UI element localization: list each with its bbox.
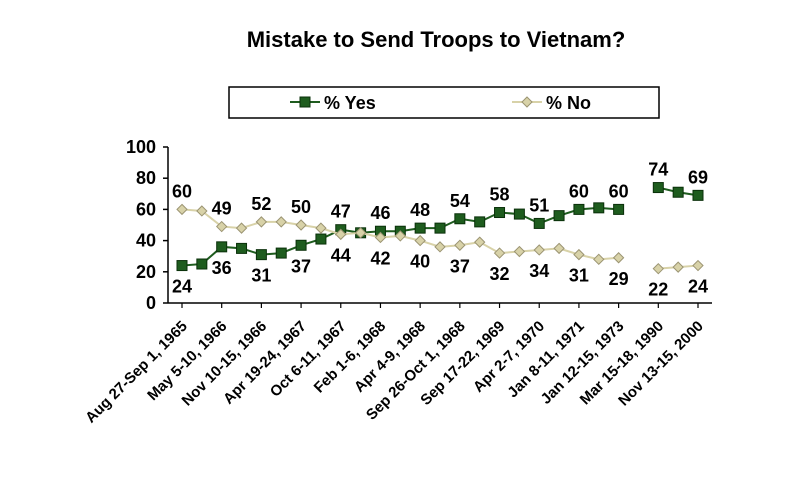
- data-label-no: 31: [569, 266, 589, 286]
- data-point-no: [473, 236, 486, 248]
- legend-label-no: % No: [546, 93, 591, 113]
- data-label-no: 50: [291, 197, 311, 217]
- data-label-no: 49: [212, 199, 232, 219]
- data-point-no: [533, 244, 545, 256]
- legend-marker-no: [521, 96, 533, 108]
- data-label-yes: 36: [212, 258, 232, 278]
- data-point-no: [275, 216, 287, 228]
- data-label-yes: 51: [529, 195, 549, 215]
- data-label-no: 60: [172, 181, 192, 201]
- data-point-no: [215, 220, 228, 233]
- data-point-no: [493, 247, 506, 259]
- data-label-yes: 58: [490, 185, 510, 205]
- y-tick-label: 100: [126, 137, 156, 157]
- data-point-no: [434, 241, 446, 253]
- data-point-no: [593, 253, 605, 266]
- data-label-yes: 24: [172, 277, 192, 297]
- legend-marker-yes: [299, 96, 311, 108]
- data-point-yes: [474, 216, 486, 228]
- legend-label-yes: % Yes: [324, 93, 376, 113]
- data-label-yes: 54: [450, 191, 470, 211]
- data-label-no: 37: [450, 256, 470, 276]
- data-point-yes: [236, 242, 248, 254]
- data-point-no: [692, 259, 704, 272]
- data-point-yes: [672, 186, 684, 198]
- data-point-no: [454, 239, 466, 251]
- data-point-no: [573, 248, 585, 261]
- data-point-yes: [573, 203, 585, 215]
- data-point-yes: [295, 239, 307, 251]
- data-point-no: [374, 231, 387, 244]
- data-point-no: [235, 222, 248, 234]
- data-label-yes: 47: [331, 202, 351, 222]
- y-tick-label: 60: [136, 199, 156, 219]
- data-label-yes: 48: [410, 200, 430, 220]
- data-point-no: [612, 252, 625, 264]
- data-label-yes: 31: [251, 266, 271, 286]
- data-point-yes: [176, 260, 188, 272]
- data-point-yes: [553, 210, 565, 222]
- data-label-yes: 37: [291, 256, 311, 276]
- data-label-no: 44: [331, 245, 351, 265]
- data-point-no: [553, 242, 565, 255]
- data-label-no: 29: [609, 269, 629, 289]
- data-point-no: [513, 245, 526, 258]
- data-label-no: 24: [688, 277, 708, 297]
- data-point-yes: [315, 233, 327, 245]
- data-point-yes: [692, 189, 704, 201]
- data-label-yes: 74: [648, 160, 668, 180]
- data-point-no: [414, 234, 426, 247]
- data-label-no: 52: [251, 194, 271, 214]
- data-point-no: [315, 222, 327, 234]
- legend: % Yes % No: [228, 86, 660, 119]
- data-point-yes: [434, 222, 446, 234]
- data-label-yes: 69: [688, 167, 708, 187]
- data-point-yes: [613, 203, 625, 215]
- data-point-yes: [494, 207, 506, 219]
- data-label-no: 32: [490, 264, 510, 284]
- y-tick-label: 20: [136, 262, 156, 282]
- data-point-yes: [275, 247, 287, 259]
- data-label-yes: 60: [569, 181, 589, 201]
- data-label-no: 42: [370, 248, 390, 268]
- data-point-no: [354, 227, 367, 239]
- data-point-yes: [414, 222, 426, 234]
- data-point-no: [255, 216, 268, 228]
- data-point-no: [652, 262, 665, 275]
- data-point-yes: [454, 213, 466, 225]
- data-point-yes: [652, 182, 664, 194]
- y-tick-label: 80: [136, 168, 156, 188]
- y-tick-label: 40: [136, 231, 156, 251]
- data-label-no: 22: [648, 280, 668, 300]
- data-point-no: [295, 219, 307, 231]
- data-point-no: [196, 205, 208, 217]
- data-point-no: [176, 203, 188, 216]
- data-point-yes: [513, 208, 525, 220]
- data-point-yes: [216, 241, 228, 253]
- data-point-yes: [196, 258, 208, 270]
- data-point-no: [672, 261, 684, 273]
- data-point-no: [394, 230, 407, 242]
- data-label-no: 40: [410, 252, 430, 272]
- data-point-no: [335, 228, 347, 241]
- data-label-yes: 60: [609, 181, 629, 201]
- data-point-yes: [255, 249, 267, 261]
- data-label-no: 34: [529, 261, 549, 281]
- y-tick-label: 0: [146, 293, 156, 313]
- chart-title: Mistake to Send Troops to Vietnam?: [247, 27, 626, 52]
- data-point-yes: [533, 217, 545, 229]
- data-label-yes: 46: [370, 203, 390, 223]
- data-point-yes: [593, 202, 605, 214]
